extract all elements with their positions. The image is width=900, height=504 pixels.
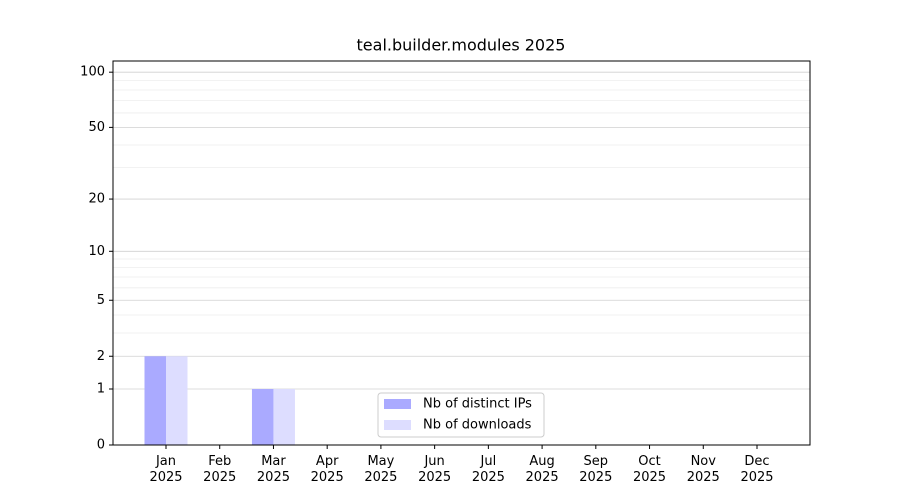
x-tick-label-line: 2025 (257, 470, 290, 485)
x-tick-label: Oct 2025 (633, 454, 666, 485)
x-tick-label: Aug 2025 (526, 454, 559, 485)
y-tick-label: 2 (97, 349, 105, 364)
x-tick-label: Feb 2025 (203, 454, 236, 485)
x-tick-label-line: Dec (744, 454, 769, 469)
x-tick-label-line: 2025 (740, 470, 773, 485)
x-tick-label-line: Apr (316, 454, 339, 469)
y-tick-label: 5 (97, 293, 105, 308)
legend-box (377, 392, 545, 438)
x-tick-label: Jul 2025 (472, 454, 505, 485)
x-tick-label-line: 2025 (203, 470, 236, 485)
x-tick-label: Jun 2025 (418, 454, 451, 485)
x-tick-label: Dec 2025 (740, 454, 773, 485)
plot-frame (112, 60, 811, 446)
x-tick-label-line: Jul (480, 454, 497, 469)
x-tick-label-line: 2025 (687, 470, 720, 485)
x-tick-label: Mar 2025 (257, 454, 290, 485)
x-tick-label-line: 2025 (418, 470, 451, 485)
x-tick-label-line: 2025 (633, 470, 666, 485)
x-tick-label: Nov 2025 (687, 454, 720, 485)
x-tick-label-line: 2025 (364, 470, 397, 485)
x-tick-label-line: Jan (155, 454, 176, 469)
x-tick-label-line: Feb (208, 454, 231, 469)
y-tick-label: 1 (97, 382, 105, 397)
chart-title: teal.builder.modules 2025 (357, 36, 566, 55)
x-tick-label: Jan 2025 (149, 454, 182, 485)
y-tick-label: 50 (88, 120, 105, 135)
x-tick-label-line: Oct (638, 454, 660, 469)
x-tick-label-line: Aug (529, 454, 554, 469)
x-tick-label-line: 2025 (472, 470, 505, 485)
bar (166, 356, 188, 445)
y-tick-label: 20 (88, 192, 105, 207)
x-tick-label: Apr 2025 (311, 454, 344, 485)
x-tick-label: Sep 2025 (579, 454, 612, 485)
y-tick-label: 0 (97, 438, 105, 453)
x-tick-label-line: 2025 (149, 470, 182, 485)
y-tick-label: 100 (80, 65, 105, 80)
x-tick-label-line: Jun (423, 454, 444, 469)
legend-label: Nb of downloads (423, 418, 532, 433)
x-tick-label-line: Nov (691, 454, 717, 469)
x-tick-label-line: Mar (261, 454, 286, 469)
x-tick-label-line: 2025 (579, 470, 612, 485)
y-tick-label: 10 (88, 244, 105, 259)
x-tick-label: May 2025 (364, 454, 397, 485)
legend-swatch (384, 420, 411, 430)
bar (251, 389, 274, 445)
bar (144, 356, 166, 445)
legend-swatch (384, 399, 411, 409)
x-tick-label-line: 2025 (526, 470, 559, 485)
legend-label: Nb of distinct IPs (423, 397, 532, 412)
x-tick-label-line: May (367, 454, 394, 469)
x-tick-label-line: 2025 (311, 470, 344, 485)
x-tick-label-line: Sep (584, 454, 609, 469)
bar (273, 389, 295, 445)
